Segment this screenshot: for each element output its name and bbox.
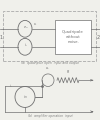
Text: $i_n$: $i_n$	[23, 93, 27, 101]
Text: $e_u$: $e_u$	[33, 22, 38, 28]
Bar	[3, 11, 96, 61]
Text: (a)  quadripole open  input and output: (a) quadripole open input and output	[21, 61, 79, 65]
Text: 2: 2	[96, 35, 100, 40]
Text: $e_u$: $e_u$	[23, 24, 29, 31]
Text: $i_n$: $i_n$	[9, 83, 13, 90]
Text: $i_u$: $i_u$	[24, 42, 28, 49]
Text: (b)  amplifier operation  input: (b) amplifier operation input	[28, 114, 72, 118]
Text: Quadripole
without
noise.: Quadripole without noise.	[62, 30, 84, 44]
Text: $R$: $R$	[66, 68, 70, 75]
Text: $e_n$: $e_n$	[46, 66, 50, 72]
Text: 1: 1	[0, 35, 3, 40]
Bar	[55, 20, 91, 54]
